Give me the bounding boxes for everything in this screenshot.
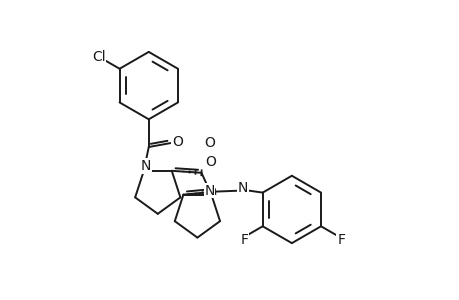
Text: Cl: Cl: [92, 50, 105, 64]
Text: N: N: [237, 181, 247, 195]
Text: O: O: [203, 136, 214, 150]
Text: N: N: [140, 159, 151, 173]
Text: O: O: [205, 155, 216, 169]
Text: F: F: [336, 233, 344, 247]
Text: F: F: [240, 233, 248, 247]
Text: O: O: [172, 135, 183, 149]
Text: N: N: [204, 184, 214, 198]
